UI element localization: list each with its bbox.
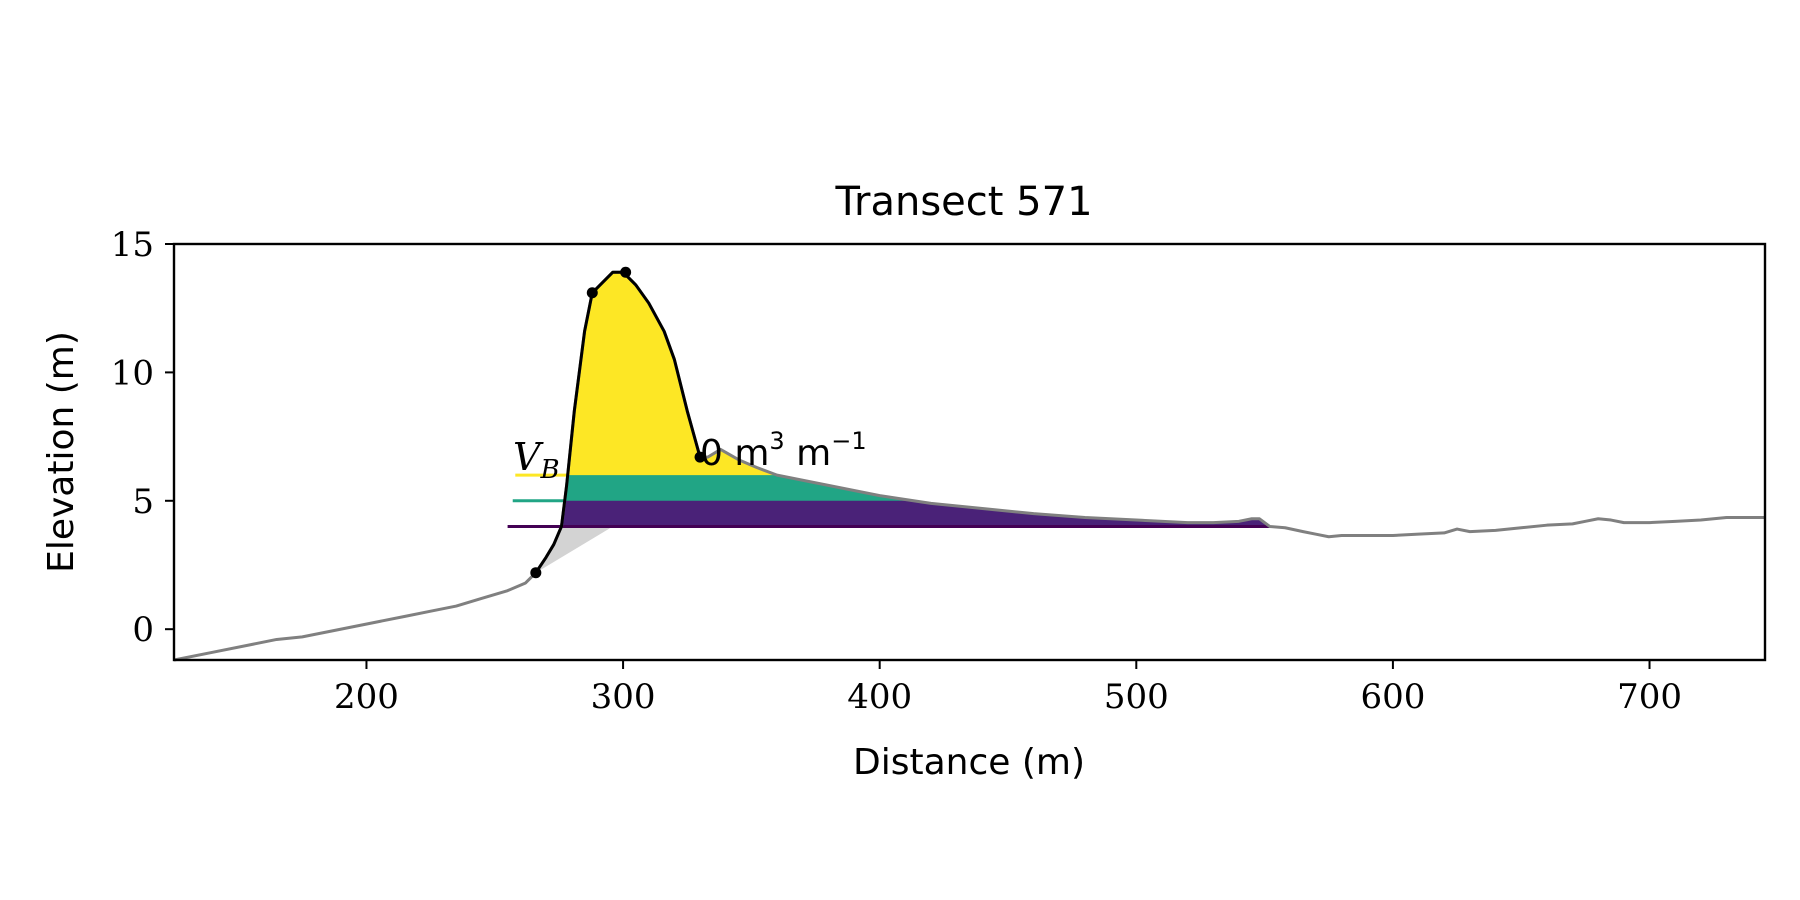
profile-line [173,270,1765,662]
x-tick-label: 500 [1104,677,1169,717]
x-tick-label: 400 [847,677,912,717]
dune-point [620,266,632,278]
x-tick-label: 600 [1360,677,1425,717]
x-axis: 200 300 400 500 600 700 [334,660,1682,717]
y-axis-label: Elevation (m) [41,331,82,573]
volume-fill-6 [567,272,778,476]
volume-value: 0 m3 m−1 [700,427,867,474]
plot-area [173,266,1765,662]
x-tick-label: 700 [1617,677,1682,717]
axes-frame [172,242,1767,662]
x-axis-label: Distance (m) [853,742,1085,783]
y-tick-label: 10 [111,353,154,393]
dune-point [530,567,542,579]
dune-line [534,270,702,574]
x-tick-label: 300 [591,677,656,717]
volume-value-text: 0 m [700,433,769,474]
x-tick-label: 200 [334,677,399,717]
y-tick-label: 5 [132,482,154,522]
volume-annotation: VB [513,435,560,485]
unit-superscript-1: 3 [769,427,784,455]
y-tick-label: 15 [111,225,154,265]
unit-middle: m [785,433,832,474]
toe-shade [535,485,613,573]
chart-title: Transect 571 [834,179,1092,225]
unit-superscript-2: −1 [831,427,866,455]
dune-point [586,287,598,299]
y-tick-label: 0 [132,610,154,650]
dune-point [694,451,706,463]
vb-subscript: B [539,455,559,485]
vb-label: V [513,435,544,479]
y-axis: 0 5 10 15 [111,225,174,650]
